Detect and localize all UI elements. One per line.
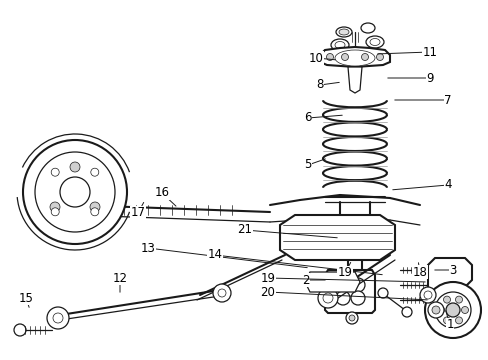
Text: 10: 10: [308, 51, 323, 64]
Circle shape: [341, 54, 348, 60]
Circle shape: [317, 288, 337, 308]
Text: 14: 14: [207, 248, 222, 261]
Text: 3: 3: [448, 264, 456, 276]
Circle shape: [361, 54, 368, 60]
Circle shape: [335, 291, 349, 305]
Text: 16: 16: [154, 186, 169, 199]
Circle shape: [53, 313, 63, 323]
Circle shape: [401, 307, 411, 317]
Text: 15: 15: [19, 292, 33, 305]
Polygon shape: [280, 215, 394, 260]
Circle shape: [91, 168, 99, 176]
Circle shape: [419, 287, 435, 303]
Circle shape: [443, 296, 449, 303]
Text: 8: 8: [316, 78, 323, 91]
Circle shape: [335, 278, 349, 292]
Text: 6: 6: [304, 112, 311, 125]
Circle shape: [350, 278, 364, 292]
Text: 7: 7: [443, 94, 451, 107]
Circle shape: [454, 296, 462, 303]
Circle shape: [434, 292, 470, 328]
Circle shape: [50, 202, 60, 212]
Circle shape: [213, 284, 230, 302]
Circle shape: [437, 306, 444, 314]
Ellipse shape: [360, 23, 374, 33]
Circle shape: [51, 168, 59, 176]
Polygon shape: [305, 272, 359, 292]
Text: 2: 2: [302, 274, 309, 287]
Circle shape: [14, 324, 26, 336]
Ellipse shape: [334, 50, 374, 66]
Text: 19: 19: [260, 271, 275, 284]
Circle shape: [346, 312, 357, 324]
Ellipse shape: [335, 27, 351, 37]
Circle shape: [461, 306, 468, 314]
Circle shape: [376, 54, 383, 60]
Circle shape: [51, 208, 59, 216]
Text: 17: 17: [130, 207, 145, 220]
Circle shape: [91, 208, 99, 216]
Text: 12: 12: [112, 271, 127, 284]
Text: 18: 18: [412, 265, 427, 279]
Circle shape: [423, 291, 431, 299]
Text: 13: 13: [140, 242, 155, 255]
Circle shape: [348, 315, 354, 321]
Text: 11: 11: [422, 45, 437, 58]
Polygon shape: [347, 67, 361, 93]
Circle shape: [90, 202, 100, 212]
Circle shape: [431, 306, 439, 314]
Ellipse shape: [338, 29, 348, 35]
Circle shape: [70, 162, 80, 172]
Text: 20: 20: [260, 285, 275, 298]
Text: 5: 5: [304, 158, 311, 171]
Circle shape: [35, 152, 115, 232]
Polygon shape: [319, 47, 389, 67]
Text: 21: 21: [237, 224, 252, 237]
Text: 1: 1: [446, 319, 453, 332]
Text: 19: 19: [337, 266, 352, 279]
Circle shape: [454, 317, 462, 324]
Circle shape: [377, 288, 387, 298]
Ellipse shape: [365, 36, 383, 48]
Circle shape: [60, 177, 90, 207]
Circle shape: [350, 291, 364, 305]
Polygon shape: [427, 258, 471, 317]
Circle shape: [445, 303, 459, 317]
Text: 4: 4: [443, 179, 451, 192]
Circle shape: [23, 140, 127, 244]
Circle shape: [424, 282, 480, 338]
Circle shape: [326, 54, 333, 60]
Polygon shape: [325, 270, 374, 313]
Circle shape: [47, 307, 69, 329]
Ellipse shape: [330, 39, 348, 51]
Text: 9: 9: [426, 72, 433, 85]
Circle shape: [218, 289, 225, 297]
Circle shape: [427, 302, 443, 318]
Circle shape: [323, 293, 332, 303]
Circle shape: [443, 317, 449, 324]
